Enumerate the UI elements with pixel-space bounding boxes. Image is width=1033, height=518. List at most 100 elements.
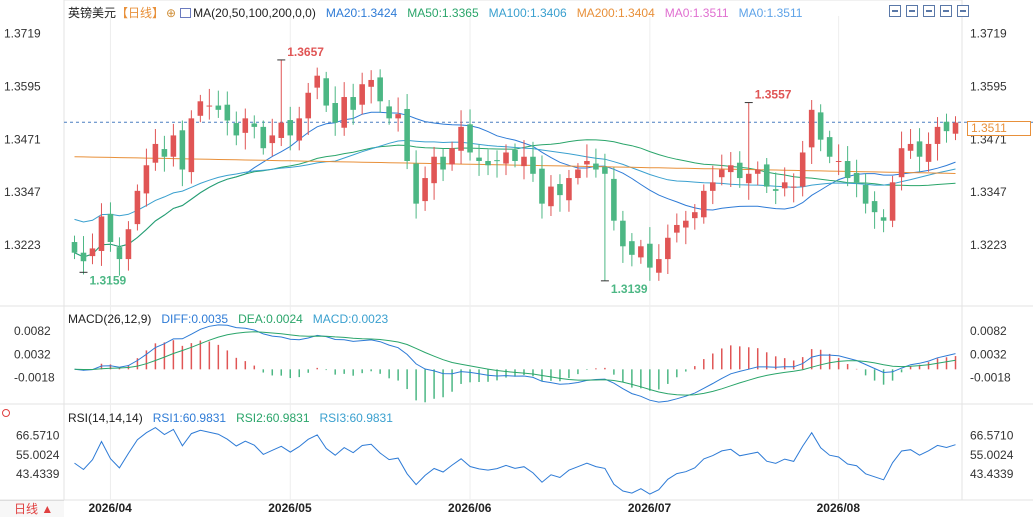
candle-body (647, 243, 653, 268)
rsi-tick-right: 66.5710 (970, 429, 1014, 443)
candle-body (179, 130, 186, 170)
candle-body (278, 122, 285, 138)
candle-body (323, 78, 329, 106)
period-label[interactable]: 【日线】 (116, 6, 165, 20)
annotation-label: 1.3657 (287, 45, 324, 59)
candle-body (368, 79, 374, 87)
candle-body (251, 123, 258, 127)
candle-body (602, 166, 608, 174)
candle-body (880, 217, 887, 221)
period-selector[interactable]: 日线 ▲ (0, 500, 64, 517)
target-icon[interactable] (2, 409, 10, 417)
rsi-panel: 66.5710 66.5710 55.0024 55.0024 43.4339 43.43… (16, 427, 1014, 495)
candle-body (413, 163, 419, 204)
candle-body (683, 220, 689, 228)
ma200-value: MA200:1.3404 (576, 6, 655, 20)
ma-icon (180, 8, 192, 18)
candle-body (521, 156, 527, 167)
candle-body (934, 126, 941, 144)
candle-body (709, 182, 716, 191)
candle-body (269, 135, 276, 144)
candle-body (152, 143, 159, 163)
candle-body (503, 152, 509, 164)
macd-tick-right: -0.0018 (970, 371, 1011, 385)
price-tick-right: 1.3347 (970, 185, 1007, 199)
rsi-line (74, 427, 956, 495)
candle-body (422, 178, 428, 202)
candle-body (431, 156, 437, 184)
macd-tick-right: 0.0082 (970, 324, 1007, 338)
annotation-label: 1.3139 (611, 282, 648, 296)
x-tick-label: 2026/06 (448, 501, 492, 515)
candle-body (188, 118, 195, 173)
period-selector-label: 日线 ▲ (14, 502, 54, 516)
candle-body (332, 103, 338, 123)
instrument-name: 英镑美元 (68, 6, 117, 20)
macd-dea-line (74, 331, 956, 396)
candle-body (287, 120, 294, 136)
bar-type-icon[interactable] (940, 5, 952, 17)
candle-body (449, 148, 455, 165)
settings-circle-icon[interactable]: ⊕ (166, 6, 177, 20)
candle-body (889, 182, 896, 221)
candle-body (835, 161, 842, 162)
candle-body (494, 160, 500, 162)
moving-average-lines (64, 111, 1033, 258)
candle-body (242, 118, 249, 133)
candle-body (674, 224, 680, 233)
candle-body (89, 248, 96, 257)
candle-body (350, 97, 356, 110)
price-tick-left: 1.3719 (4, 26, 41, 40)
candle-body (593, 163, 599, 170)
candle-body (907, 143, 914, 151)
candle-body (727, 165, 734, 173)
x-tick-label: 2026/07 (628, 501, 672, 515)
candle-body (584, 161, 590, 165)
rsi-tick-left: 66.5710 (16, 429, 60, 443)
annotation-label: 1.3159 (89, 273, 126, 287)
zoom-out-icon[interactable] (923, 5, 935, 17)
plot-frame (63, 0, 963, 501)
macd-dea: DEA:0.0024 (238, 312, 303, 326)
annotation-label: 1.3557 (755, 88, 792, 102)
candle-body (305, 92, 312, 119)
ma100-value: MA100:1.3406 (488, 6, 567, 20)
crosshair-icon[interactable] (889, 5, 901, 17)
rsi-label: RSI(14,14,14) (68, 411, 143, 425)
candle-body (781, 182, 788, 189)
candle-body (629, 241, 635, 255)
candle-body (107, 213, 114, 243)
candle-body (197, 101, 204, 116)
candle-body (925, 143, 932, 162)
price-tick-left: 1.3471 (4, 132, 41, 146)
fullscreen-icon[interactable] (957, 5, 969, 17)
candle-body (458, 126, 464, 151)
x-tick-label: 2026/05 (268, 501, 312, 515)
zoom-in-icon[interactable] (906, 5, 918, 17)
candle-body (530, 156, 536, 174)
x-tick-label: 2026/04 (88, 501, 132, 515)
price-tick-right: 1.3223 (970, 238, 1007, 252)
main-legend: 英镑美元【日线】 ⊕ MA(20,50,100,200,0,0) MA20:1.342… (68, 6, 812, 20)
price-tick-right: 1.3719 (970, 26, 1007, 40)
candle-body (485, 161, 491, 166)
price-tick-left: 1.3223 (4, 238, 41, 252)
candle-body (611, 178, 617, 221)
candle-body (745, 173, 752, 184)
current-price-tag: 1.3511 (967, 121, 1031, 136)
candle-body (916, 141, 923, 157)
rsi-legend: RSI(14,14,14) RSI1:60.9831 RSI2:60.9831 RSI… (68, 411, 403, 425)
macd-diff-line (74, 324, 956, 403)
candle-body (134, 190, 141, 225)
candle-body (71, 242, 78, 253)
candle-body (763, 164, 770, 187)
candle-body (125, 229, 132, 260)
candle-body (143, 165, 150, 194)
candle-body (566, 178, 572, 201)
macd-value: MACD:0.0023 (312, 312, 389, 326)
macd-tick-left: 0.0032 (14, 347, 51, 361)
candle-body (215, 105, 222, 110)
rsi-tick-left: 55.0024 (16, 448, 60, 462)
candle-body (575, 169, 581, 179)
